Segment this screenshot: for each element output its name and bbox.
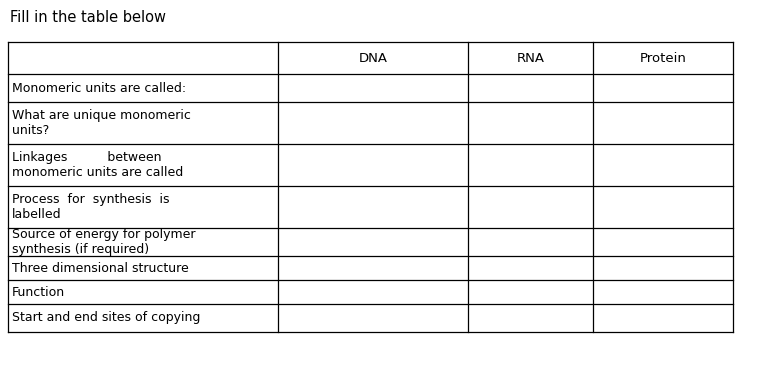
Text: DNA: DNA: [359, 52, 388, 64]
Text: What are unique monomeric
units?: What are unique monomeric units?: [12, 109, 191, 137]
Text: Monomeric units are called:: Monomeric units are called:: [12, 81, 186, 95]
Text: Process  for  synthesis  is
labelled: Process for synthesis is labelled: [12, 193, 170, 221]
Text: RNA: RNA: [516, 52, 544, 64]
Text: Linkages          between
monomeric units are called: Linkages between monomeric units are cal…: [12, 151, 183, 179]
Text: Source of energy for polymer
synthesis (if required): Source of energy for polymer synthesis (…: [12, 228, 195, 256]
Text: Function: Function: [12, 286, 65, 298]
Text: Fill in the table below: Fill in the table below: [10, 10, 166, 25]
Text: Start and end sites of copying: Start and end sites of copying: [12, 312, 201, 324]
Text: Protein: Protein: [640, 52, 687, 64]
Text: Three dimensional structure: Three dimensional structure: [12, 262, 188, 274]
